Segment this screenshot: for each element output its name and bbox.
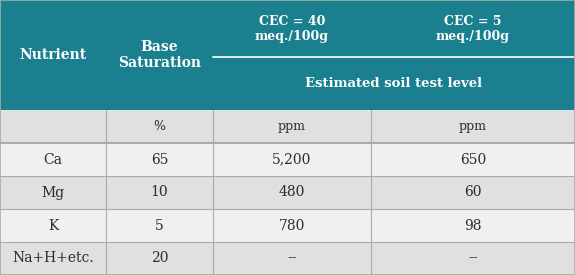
Text: 60: 60 [464,186,482,199]
Bar [0,176,575,209]
Text: --: -- [468,252,478,265]
Text: ppm: ppm [459,120,487,133]
Text: CEC = 5
meq./100g: CEC = 5 meq./100g [436,15,510,43]
Bar [0,209,575,242]
Text: Nutrient: Nutrient [20,48,87,62]
Bar [0,143,575,176]
Text: --: -- [287,252,297,265]
Text: 98: 98 [464,219,482,232]
Text: Na+H+etc.: Na+H+etc. [13,252,94,265]
Text: 5: 5 [155,219,164,232]
Text: Ca: Ca [44,153,63,166]
Text: 20: 20 [151,252,168,265]
Bar [0,110,575,143]
Text: 65: 65 [151,153,168,166]
Text: 10: 10 [151,186,168,199]
Text: K: K [48,219,59,232]
Text: Base
Saturation: Base Saturation [118,40,201,70]
Text: 480: 480 [279,186,305,199]
Text: Estimated soil test level: Estimated soil test level [305,77,482,90]
Text: %: % [154,120,166,133]
Text: 5,200: 5,200 [272,153,312,166]
Text: Mg: Mg [41,186,65,199]
Bar [0,242,575,275]
Text: 780: 780 [279,219,305,232]
Text: CEC = 40
meq./100g: CEC = 40 meq./100g [255,15,329,43]
Text: ppm: ppm [278,120,306,133]
Text: 650: 650 [460,153,486,166]
Bar [0,0,575,110]
